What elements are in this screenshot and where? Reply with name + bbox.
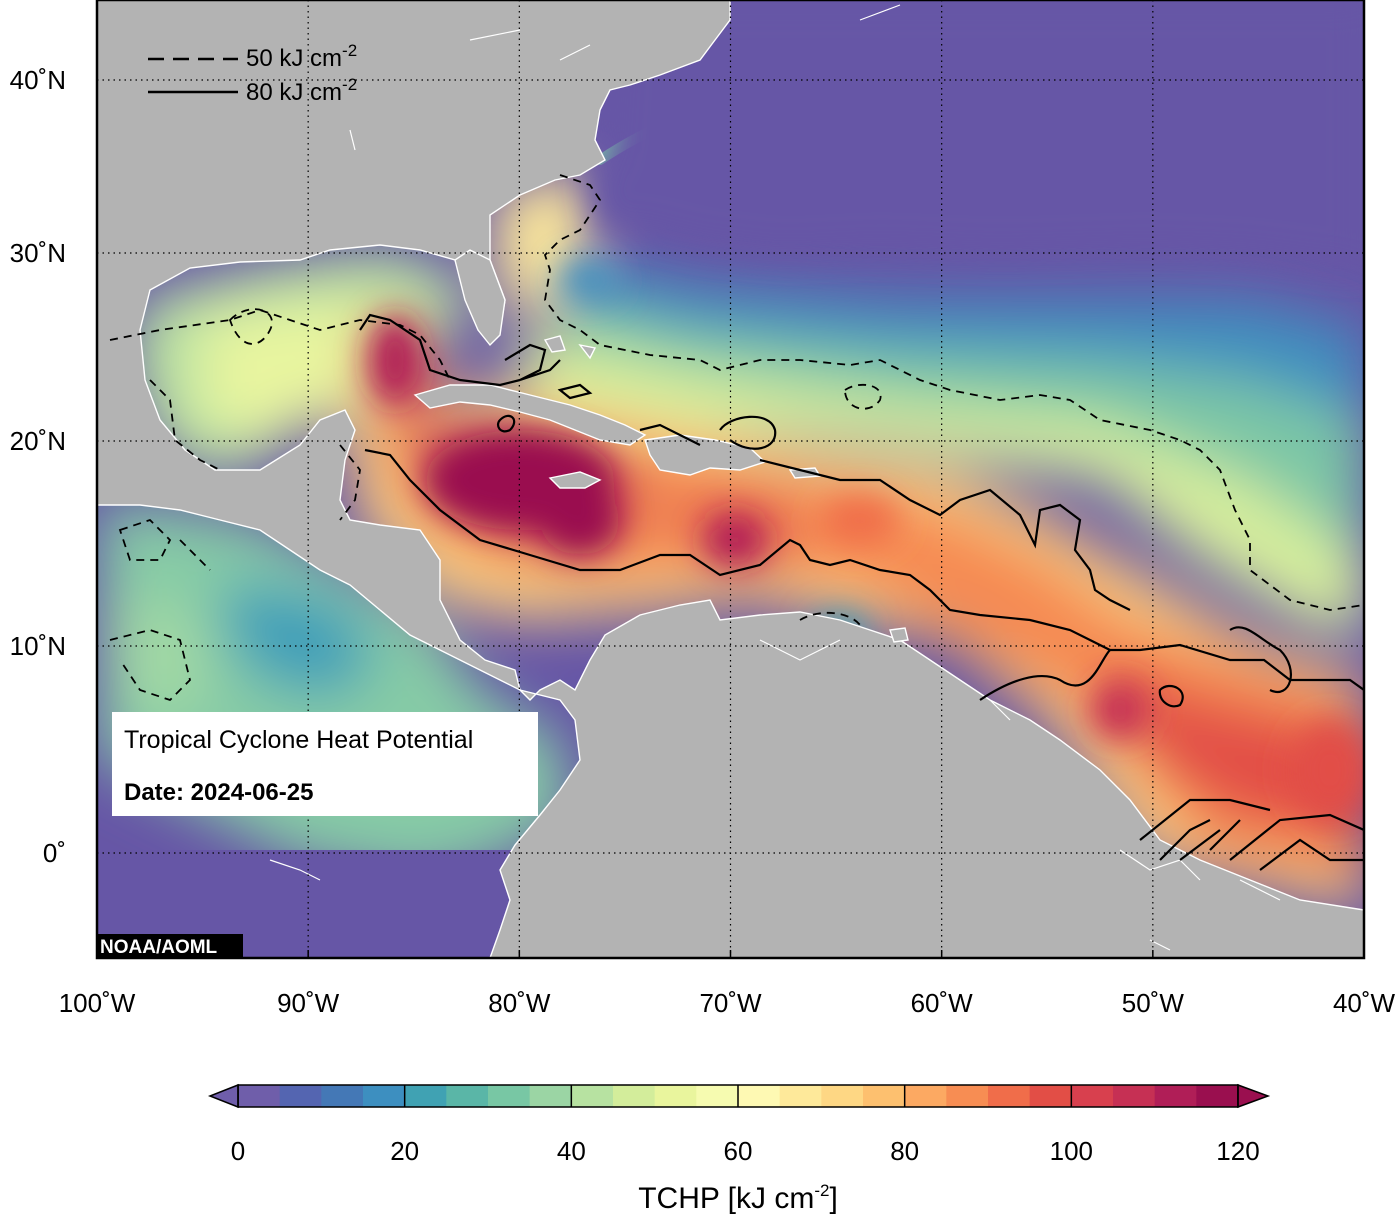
- colorbar-cell: [738, 1085, 781, 1107]
- map-panel: 50 kJ cm-2 80 kJ cm-2 Tropical Cyclone H…: [97, 0, 1364, 958]
- lon-tick-label: 50˚W: [1122, 988, 1185, 1018]
- colorbar-low-arrow: [207, 1083, 239, 1109]
- colorbar-high-arrow: [1237, 1083, 1271, 1109]
- colorbar-cell: [1071, 1085, 1114, 1107]
- colorbar-cell: [904, 1085, 947, 1107]
- colorbar-cell: [529, 1085, 572, 1107]
- colorbar-tick-label: 20: [390, 1136, 419, 1166]
- lat-tick-label: 0˚: [43, 838, 66, 868]
- lon-tick-label: 60˚W: [911, 988, 974, 1018]
- lon-tick-label: 90˚W: [277, 988, 340, 1018]
- colorbar-cell: [446, 1085, 489, 1107]
- contour-50-caribbean: [339, 444, 361, 521]
- colorbar-cell: [279, 1085, 322, 1107]
- colorbar: 0 20 40 60 80 100 120 TCHP [kJ cm-2]: [207, 1083, 1271, 1215]
- lat-tick-label: 30˚N: [10, 238, 66, 268]
- colorbar-cell: [238, 1085, 281, 1107]
- cuba-land: [413, 384, 647, 446]
- contour-80-south: [1139, 798, 1364, 871]
- lon-tick-label: 40˚W: [1333, 988, 1396, 1018]
- colorbar-cell: [779, 1085, 822, 1107]
- colorbar-tick-label: 80: [890, 1136, 919, 1166]
- contour-50-gulf: [109, 309, 451, 471]
- colorbar-tick-label: 100: [1050, 1136, 1093, 1166]
- colorbar-title: TCHP [kJ cm-2]: [638, 1181, 838, 1215]
- colorbar-cell: [946, 1085, 989, 1107]
- info-box: Tropical Cyclone Heat Potential Date: 20…: [112, 712, 538, 816]
- colorbar-ticks: 0 20 40 60 80 100 120: [231, 1085, 1260, 1166]
- lon-tick-label: 80˚W: [488, 988, 551, 1018]
- contour-50-main: [543, 174, 1364, 611]
- colorbar-tick-label: 120: [1216, 1136, 1259, 1166]
- colorbar-cell: [1154, 1085, 1197, 1107]
- contour-50-sc: [799, 611, 861, 626]
- colorbar-cell: [363, 1085, 406, 1107]
- colorbar-cell: [988, 1085, 1031, 1107]
- axis-labels: 100˚W 90˚W 80˚W 70˚W 60˚W 50˚W 40˚W 40˚N 30˚N 20˚…: [10, 65, 1396, 1018]
- lon-tick-label: 100˚W: [59, 988, 136, 1018]
- cold-north-atlantic: [590, 0, 1364, 270]
- contour-80-north: [359, 313, 593, 433]
- contour-legend: 50 kJ cm-2 80 kJ cm-2: [148, 41, 357, 106]
- info-box-bg: [112, 712, 538, 816]
- lat-tick-label: 20˚N: [10, 426, 66, 456]
- contour-50-pacific: [109, 518, 211, 702]
- jamaica-land: [548, 471, 602, 489]
- map-date: Date: 2024-06-25: [124, 779, 313, 806]
- colorbar-tick-label: 40: [557, 1136, 586, 1166]
- landmass: [97, 0, 1364, 958]
- colorbar-cell: [404, 1085, 447, 1107]
- contour-80-atlantic: [759, 458, 1131, 611]
- colorbar-cell: [488, 1085, 531, 1107]
- credit-label: NOAA/AOML: [100, 937, 218, 958]
- map-title: Tropical Cyclone Heat Potential: [124, 726, 473, 754]
- colorbar-cell: [1196, 1085, 1239, 1107]
- colorbar-cell: [654, 1085, 697, 1107]
- contour-80-east: [979, 626, 1292, 708]
- legend-dashed-label: 50 kJ cm-2: [246, 41, 357, 72]
- coastline-detail: [269, 4, 1281, 951]
- hispaniola-land: [644, 434, 767, 476]
- contour-80-main: [364, 448, 1364, 691]
- contour-50-eddy: [844, 383, 882, 410]
- colorbar-cell: [696, 1085, 739, 1107]
- tchp-80-contours: [359, 313, 1364, 871]
- colorbar-cell: [863, 1085, 906, 1107]
- colorbar-tick-label: 60: [724, 1136, 753, 1166]
- colorbar-cell: [1029, 1085, 1072, 1107]
- colorbar-cell: [321, 1085, 364, 1107]
- contour-80-hisp: [639, 415, 777, 450]
- lat-tick-label: 40˚N: [10, 65, 66, 95]
- colorbar-cell: [1113, 1085, 1156, 1107]
- colorbar-cell: [613, 1085, 656, 1107]
- tchp-50-contours: [109, 174, 1364, 702]
- colorbar-tick-label: 0: [231, 1136, 245, 1166]
- colorbar-cell: [571, 1085, 614, 1107]
- colorbar-cell: [821, 1085, 864, 1107]
- contour-50-gulf-loop: [228, 308, 273, 345]
- lat-tick-label: 10˚N: [10, 631, 66, 661]
- lon-tick-label: 70˚W: [699, 988, 762, 1018]
- tchp-warm-cores: [370, 260, 1364, 820]
- credit-badge-bg: [97, 934, 243, 958]
- legend-solid-label: 80 kJ cm-2: [246, 75, 357, 106]
